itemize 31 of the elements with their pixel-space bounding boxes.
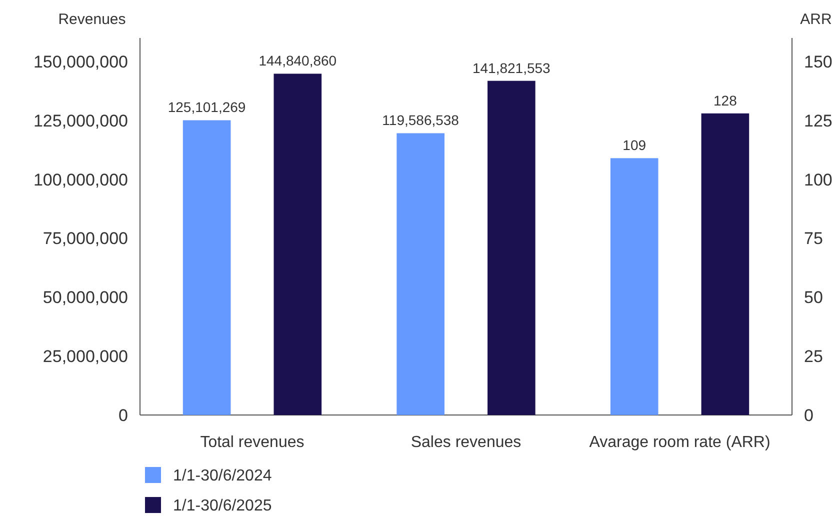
- bar: [274, 74, 322, 415]
- y-tick-label: 50,000,000: [42, 288, 128, 308]
- y2-tick-label: 125: [804, 111, 832, 130]
- data-label: 119,586,538: [382, 112, 460, 128]
- y-tick-label: 75,000,000: [42, 229, 128, 248]
- y2-tick-label: 100: [804, 170, 832, 190]
- y-tick-label: 0: [118, 406, 128, 425]
- data-label: 141,821,553: [472, 60, 551, 76]
- y2-tick-label: 75: [804, 229, 823, 248]
- y-axis-title: Revenues: [58, 11, 126, 28]
- y2-tick-label: 0: [804, 406, 814, 425]
- bar: [396, 133, 444, 415]
- data-label: 109: [622, 137, 646, 154]
- y2-axis-title: ARR: [800, 11, 832, 28]
- bar: [182, 120, 231, 415]
- data-label: 144,840,860: [258, 52, 337, 69]
- y-tick-label: 100,000,000: [33, 170, 128, 190]
- data-label: 128: [714, 92, 738, 108]
- legend-label: 1/1-30/6/2025: [173, 498, 272, 515]
- bar: [488, 80, 536, 415]
- y-tick-label: 25,000,000: [42, 347, 128, 366]
- y-tick-label: 125,000,000: [33, 111, 128, 130]
- y2-tick-label: 150: [804, 52, 832, 72]
- x-tick-label: Sales revenues: [410, 434, 522, 451]
- legend-label: 1/1-30/6/2024: [173, 468, 272, 485]
- x-tick-label: Total revenues: [200, 434, 304, 451]
- y2-tick-label: 50: [804, 288, 823, 308]
- x-tick-label: Avarage room rate (ARR): [589, 434, 770, 451]
- y2-tick-label: 25: [804, 347, 823, 366]
- y-tick-label: 150,000,000: [33, 52, 128, 72]
- data-label: 125,101,269: [168, 99, 246, 116]
